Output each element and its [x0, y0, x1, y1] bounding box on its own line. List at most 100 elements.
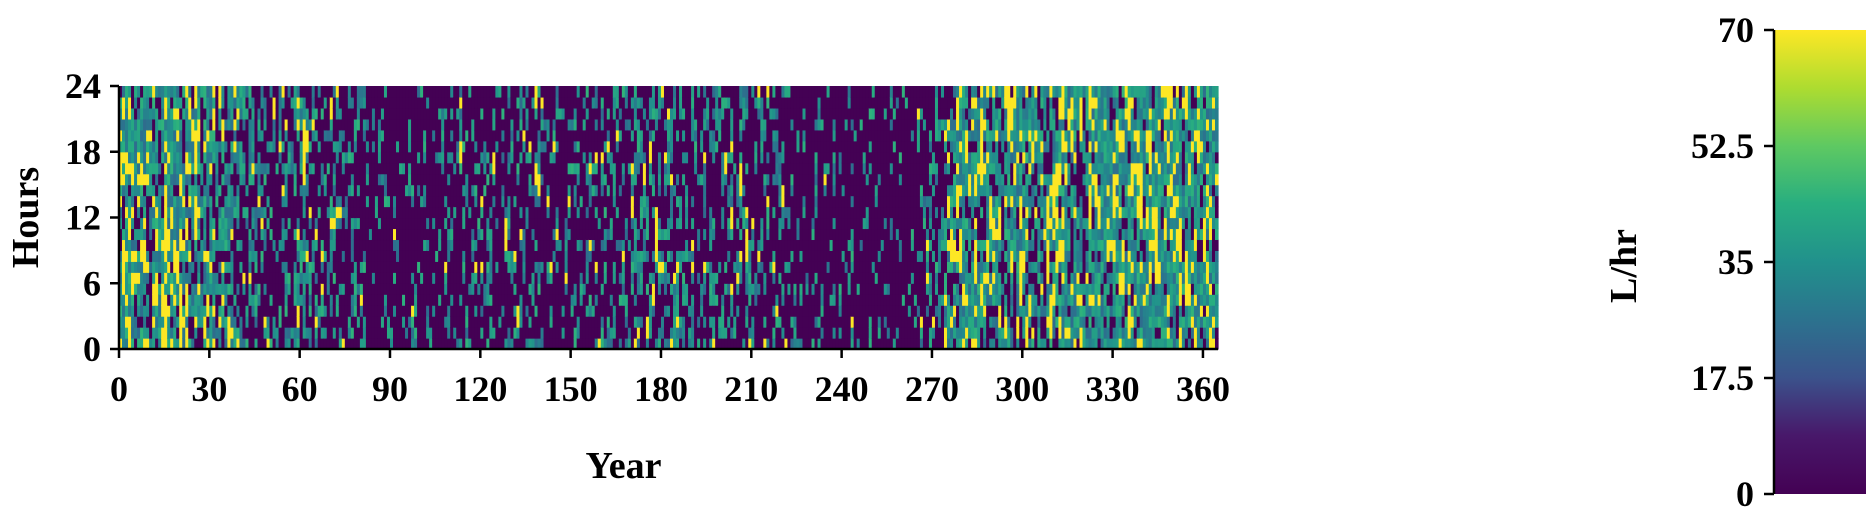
heatmap-cell: [540, 228, 545, 241]
heatmap-cell: [555, 86, 560, 98]
heatmap-cell: [131, 118, 135, 131]
heatmap-cell: [188, 272, 192, 284]
heatmap-cell: [308, 294, 313, 306]
heatmap-cell: [399, 261, 403, 273]
heatmap-cell: [685, 261, 689, 273]
heatmap-cell: [480, 140, 484, 153]
heatmap-cell: [516, 162, 521, 175]
heatmap-cell: [453, 261, 457, 273]
heatmap-cell: [344, 96, 349, 109]
heatmap-cell: [648, 140, 653, 153]
heatmap-cell: [215, 173, 219, 186]
heatmap-cell: [389, 327, 394, 339]
heatmap-cell: [591, 217, 596, 230]
heatmap-cell: [645, 173, 650, 186]
heatmap-cell: [420, 151, 424, 164]
heatmap-cell: [365, 96, 370, 109]
heatmap-cell: [519, 327, 524, 339]
heatmap-cell: [480, 250, 484, 262]
heatmap-cell: [489, 261, 493, 273]
heatmap-cell: [377, 327, 382, 339]
heatmap-cell: [332, 184, 337, 197]
heatmap-cell: [278, 239, 283, 251]
heatmap-cell: [155, 129, 159, 142]
heatmap-cell: [609, 107, 614, 120]
heatmap-cell: [676, 96, 680, 109]
heatmap-cell: [197, 118, 201, 131]
heatmap-cell: [591, 228, 596, 241]
heatmap-cell: [654, 283, 659, 295]
heatmap-cell: [278, 294, 283, 306]
heatmap-cell: [296, 162, 301, 175]
heatmap-cell: [654, 96, 659, 109]
heatmap-cell: [594, 338, 599, 350]
heatmap-cell: [588, 195, 593, 208]
heatmap-cell: [648, 118, 653, 131]
heatmap-cell: [654, 86, 659, 98]
heatmap-cell: [507, 129, 512, 142]
heatmap-cell: [179, 228, 183, 241]
heatmap-cell: [128, 140, 132, 153]
heatmap-cell: [474, 283, 478, 295]
heatmap-cell: [146, 184, 150, 197]
heatmap-cell: [654, 305, 659, 317]
heatmap-cell: [164, 173, 168, 186]
heatmap-cell: [362, 217, 367, 230]
heatmap-cell: [576, 206, 581, 219]
heatmap-cell: [206, 283, 210, 295]
heatmap-cell: [305, 96, 310, 109]
heatmap-cell: [194, 118, 198, 131]
heatmap-cell: [609, 96, 614, 109]
heatmap-cell: [730, 86, 734, 98]
heatmap-cell: [660, 272, 665, 284]
heatmap-cell: [293, 239, 298, 251]
heatmap-cell: [651, 217, 656, 230]
heatmap-cell: [543, 239, 548, 251]
heatmap-cell: [423, 195, 427, 208]
heatmap-cell: [471, 305, 475, 317]
heatmap-cell: [302, 283, 307, 295]
heatmap-cell: [549, 316, 554, 328]
heatmap-cell: [597, 250, 602, 262]
heatmap-cell: [119, 272, 123, 284]
heatmap-cell: [423, 228, 427, 241]
heatmap-cell: [359, 217, 364, 230]
heatmap-cell: [519, 151, 524, 164]
heatmap-cell: [158, 173, 162, 186]
heatmap-cell: [245, 327, 250, 339]
heatmap-cell: [477, 151, 481, 164]
heatmap-cell: [365, 316, 370, 328]
heatmap-cell: [531, 151, 536, 164]
heatmap-cell: [600, 173, 605, 186]
heatmap-cell: [724, 327, 728, 339]
heatmap-cell: [600, 195, 605, 208]
heatmap-cell: [691, 239, 695, 251]
heatmap-cell: [359, 283, 364, 295]
heatmap-cell: [245, 173, 250, 186]
heatmap-cell: [477, 140, 481, 153]
heatmap-cell: [615, 250, 620, 262]
heatmap-cell: [155, 250, 159, 262]
heatmap-cell: [209, 96, 213, 109]
heatmap-cell: [685, 151, 689, 164]
heatmap-cell: [188, 294, 192, 306]
heatmap-cell: [528, 316, 533, 328]
heatmap-cell: [432, 107, 436, 120]
heatmap-cell: [633, 283, 638, 295]
heatmap-cell: [691, 250, 695, 262]
heatmap-cell: [736, 96, 740, 109]
heatmap-cell: [670, 228, 674, 241]
heatmap-cell: [679, 250, 683, 262]
heatmap-cell: [182, 184, 186, 197]
heatmap-cell: [359, 305, 364, 317]
heatmap-cell: [594, 316, 599, 328]
heatmap-cell: [365, 151, 370, 164]
heatmap-cell: [350, 86, 355, 98]
heatmap-cell: [555, 250, 560, 262]
heatmap-cell: [423, 96, 427, 109]
heatmap-cell: [272, 206, 277, 219]
heatmap-cell: [368, 327, 373, 339]
heatmap-cell: [350, 162, 355, 175]
heatmap-cell: [161, 86, 165, 98]
heatmap-cell: [739, 272, 743, 284]
